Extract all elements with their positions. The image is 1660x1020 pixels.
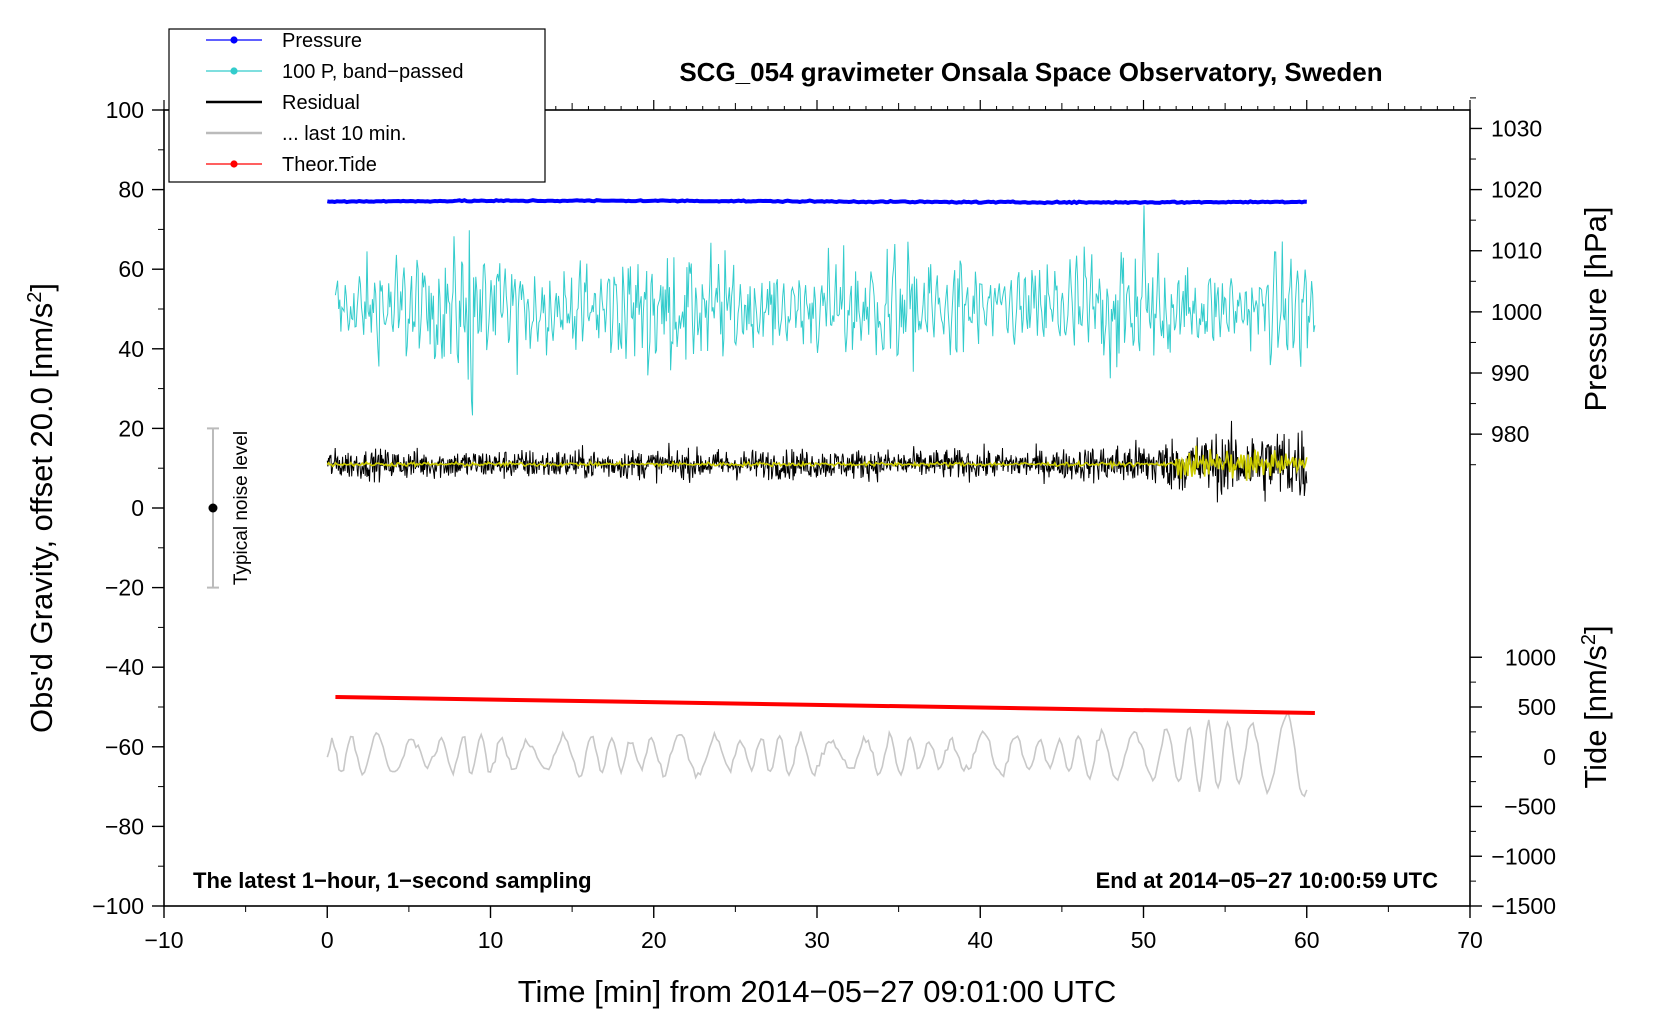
x-tick-label: 30 bbox=[804, 927, 830, 953]
x-axis-title: Time [min] from 2014−05−27 09:01:00 UTC bbox=[518, 974, 1117, 1009]
pressure-tick-label: 1010 bbox=[1491, 238, 1542, 264]
legend-marker bbox=[230, 36, 238, 44]
legend-label: ... last 10 min. bbox=[282, 123, 407, 145]
y-tick-label: −60 bbox=[105, 734, 144, 760]
series-theor-tide-line bbox=[335, 695, 1315, 715]
tide-tick-label: 1000 bbox=[1505, 644, 1556, 670]
data-traces bbox=[326, 198, 1316, 798]
noise-label: Typical noise level bbox=[231, 431, 252, 585]
x-tick-label: 60 bbox=[1294, 927, 1320, 953]
legend: Pressure 100 P, band−passed Residual ... la… bbox=[168, 28, 546, 183]
pressure-axis-ticks: 980 990 1000 1010 1020 1030 bbox=[1470, 97, 1542, 466]
typical-noise-bar bbox=[206, 427, 219, 589]
series-bandpassed-line bbox=[334, 205, 1316, 416]
x-tick-label: 10 bbox=[478, 927, 504, 953]
series-residual-smoothed-line bbox=[326, 445, 1308, 481]
tide-tick-label: −1000 bbox=[1491, 843, 1556, 869]
x-tick-label: 40 bbox=[967, 927, 993, 953]
x-tick-label: −10 bbox=[144, 927, 183, 953]
pressure-tick-label: 1020 bbox=[1491, 177, 1542, 203]
pressure-tick-label: 990 bbox=[1491, 360, 1529, 386]
legend-label: Residual bbox=[282, 92, 360, 114]
tide-tick-label: −1500 bbox=[1491, 893, 1556, 919]
tide-tick-label: 500 bbox=[1518, 694, 1556, 720]
series-last10min-line bbox=[326, 710, 1308, 798]
y-tick-label: 60 bbox=[118, 256, 144, 282]
y-tick-label: 80 bbox=[118, 177, 144, 203]
legend-marker bbox=[230, 160, 238, 168]
tide-tick-label: −500 bbox=[1504, 794, 1556, 820]
pressure-tick-label: 1000 bbox=[1491, 299, 1542, 325]
y-axis-title-main: Obs'd Gravity, offset 20.0 [nm/s2] bbox=[24, 283, 59, 733]
noise-bar-center bbox=[208, 503, 218, 513]
chart-title: SCG_054 gravimeter Onsala Space Observat… bbox=[679, 57, 1382, 87]
y-tick-label: −100 bbox=[92, 893, 144, 919]
y-axis-title-pressure: Pressure [hPa] bbox=[1578, 206, 1613, 411]
tide-axis-ticks: −1500 −1000 −500 0 500 1000 bbox=[1470, 644, 1556, 919]
y-tick-label: −40 bbox=[105, 654, 144, 680]
y-tick-label: −80 bbox=[105, 813, 144, 839]
x-axis-ticks: −10 0 10 20 30 40 50 60 70 bbox=[144, 100, 1483, 953]
y-axis-ticks: −100 −80 −60 −40 −20 0 20 40 60 80 100 bbox=[92, 97, 164, 919]
annotation-sampling: The latest 1−hour, 1−second sampling bbox=[193, 868, 592, 893]
legend-label: 100 P, band−passed bbox=[282, 61, 463, 83]
legend-marker bbox=[230, 67, 238, 75]
y-tick-label: 100 bbox=[106, 97, 144, 123]
pressure-tick-label: 1030 bbox=[1491, 115, 1542, 141]
y-axis-title-tide: Tide [nm/s2] bbox=[1578, 625, 1613, 788]
x-tick-label: 70 bbox=[1457, 927, 1483, 953]
y-tick-label: 20 bbox=[118, 415, 144, 441]
y-tick-label: 40 bbox=[118, 336, 144, 362]
legend-label: Pressure bbox=[282, 30, 362, 52]
x-tick-label: 20 bbox=[641, 927, 667, 953]
legend-box bbox=[168, 28, 546, 183]
y-tick-label: −20 bbox=[105, 575, 144, 601]
series-pressure-line bbox=[326, 198, 1307, 206]
annotation-end-time: End at 2014−05−27 10:00:59 UTC bbox=[1096, 868, 1439, 893]
y-tick-label: 0 bbox=[131, 495, 144, 521]
pressure-tick-label: 980 bbox=[1491, 421, 1529, 447]
x-tick-label: 50 bbox=[1131, 927, 1157, 953]
tide-tick-label: 0 bbox=[1543, 744, 1556, 770]
legend-label: Theor.Tide bbox=[282, 154, 377, 176]
x-tick-label: 0 bbox=[321, 927, 334, 953]
